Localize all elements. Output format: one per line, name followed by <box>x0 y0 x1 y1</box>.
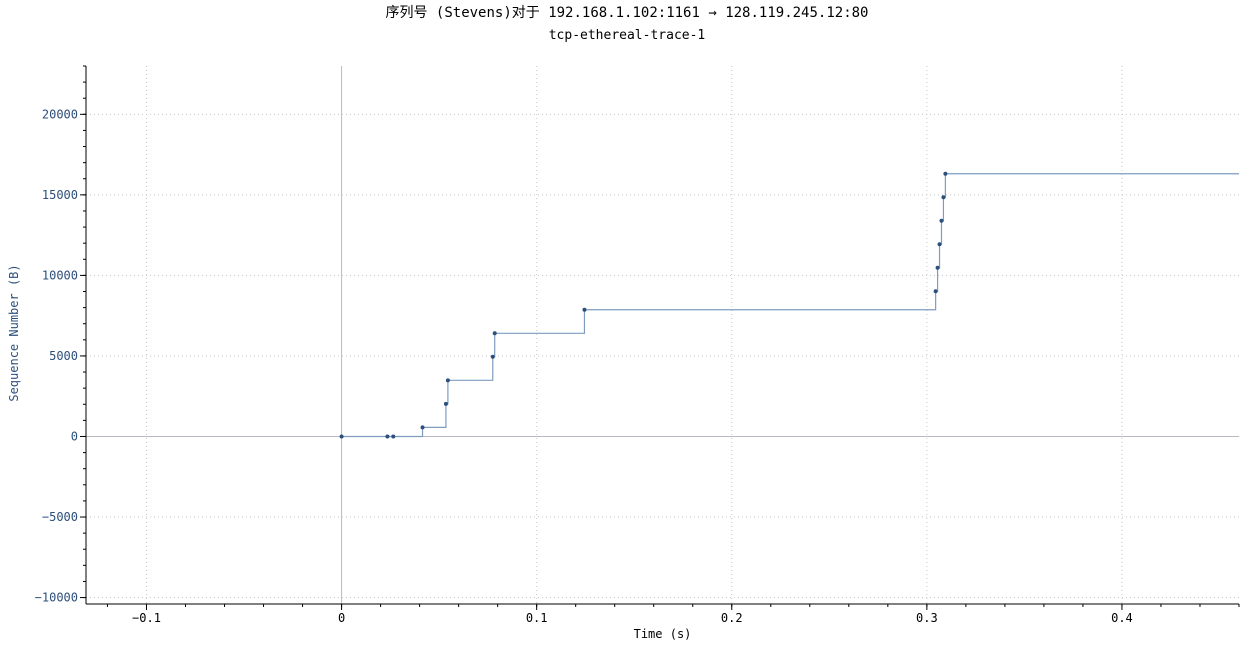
data-point <box>941 195 946 200</box>
x-tick-label: 0.1 <box>526 611 548 625</box>
x-tick-label: 0.4 <box>1111 611 1133 625</box>
tick-marks <box>80 65 1240 610</box>
y-axis-label: Sequence Number (B) <box>7 264 21 401</box>
axes <box>85 66 1239 605</box>
data-point <box>939 218 944 223</box>
x-tick-label: 0.2 <box>721 611 743 625</box>
grid-lines <box>86 66 1239 604</box>
y-tick-label: −10000 <box>35 591 78 605</box>
data-point <box>582 307 587 312</box>
chart-title: 序列号 (Stevens)对于 192.168.1.102:1161 → 128… <box>385 5 869 21</box>
data-point <box>935 265 940 270</box>
x-tick-label: 0.3 <box>916 611 938 625</box>
zero-axes <box>86 66 1239 604</box>
x-tick-label: 0 <box>338 611 345 625</box>
x-axis-label: Time (s) <box>634 627 692 641</box>
y-tick-label: 20000 <box>42 107 78 121</box>
data-point <box>420 425 425 430</box>
data-point <box>937 242 942 247</box>
data-point <box>933 289 938 294</box>
data-point <box>391 434 396 439</box>
data-point <box>339 434 344 439</box>
data-point <box>490 354 495 359</box>
data-point <box>443 401 448 406</box>
data-point <box>492 331 497 336</box>
y-tick-label: 15000 <box>42 188 78 202</box>
data-point <box>943 171 948 176</box>
series-step-line <box>341 173 1239 438</box>
chart-subtitle: tcp-ethereal-trace-1 <box>548 28 706 43</box>
data-point <box>445 378 450 383</box>
y-tick-label: −5000 <box>42 510 78 524</box>
y-tick-label: 5000 <box>49 349 78 363</box>
tick-labels: −0.1 0 0.1 0.2 0.3 0.4 −10000 −5000 0 5000 10000 15… <box>35 107 1133 625</box>
x-tick-label: −0.1 <box>132 611 161 625</box>
y-tick-label: 10000 <box>42 268 78 282</box>
series-sequence <box>339 171 1239 439</box>
data-point <box>385 434 390 439</box>
y-tick-label: 0 <box>71 429 78 443</box>
